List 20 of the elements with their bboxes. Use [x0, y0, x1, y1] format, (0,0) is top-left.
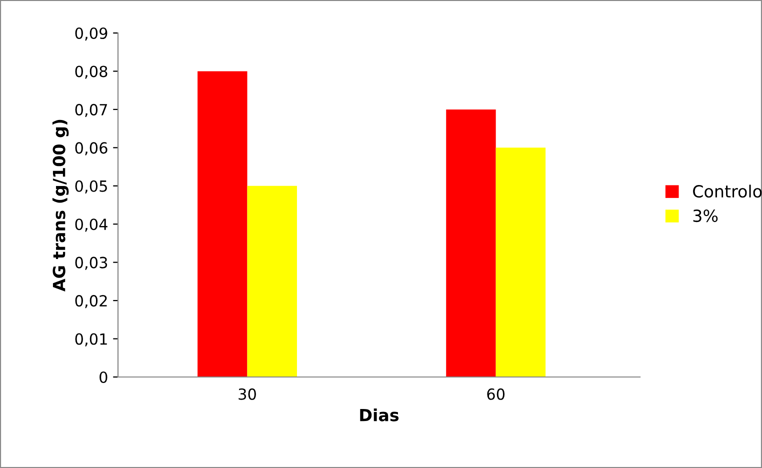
y-tick-label: 0,03 [75, 256, 108, 270]
bar [247, 186, 297, 377]
bar [496, 148, 546, 377]
bar [446, 109, 496, 377]
y-tick-label: 0 [100, 371, 108, 384]
y-tick-label: 0,02 [75, 295, 107, 308]
y-tick-label: 0,09 [75, 27, 108, 41]
y-tick-label: 0,04 [75, 218, 108, 232]
x-tick-label: 30 [238, 388, 256, 400]
y-tick-label: 0,05 [75, 180, 107, 194]
legend-label: 3% [693, 209, 718, 222]
y-tick-label: 0,08 [75, 66, 108, 79]
y-axis-title: AG trans (g/100 g) [52, 120, 69, 292]
x-tick-label: 60 [487, 388, 505, 400]
y-tick-label: 0,06 [75, 142, 108, 156]
x-axis-title: Dias [360, 408, 399, 422]
bar [198, 71, 248, 377]
y-tick-label: 0,07 [75, 104, 107, 118]
y-tick-label: 0,01 [75, 333, 107, 346]
legend-label: Controlo [693, 184, 762, 198]
